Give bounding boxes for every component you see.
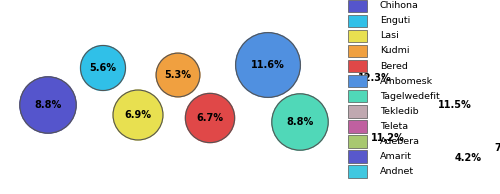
- Circle shape: [342, 45, 408, 111]
- Bar: [348, 15, 367, 27]
- Text: Tekledib: Tekledib: [380, 107, 418, 116]
- Circle shape: [482, 123, 500, 173]
- Text: 4.2%: 4.2%: [454, 153, 481, 163]
- Circle shape: [356, 106, 420, 170]
- Bar: [348, 30, 367, 42]
- Text: 11.2%: 11.2%: [371, 133, 405, 143]
- Circle shape: [156, 53, 200, 97]
- Text: Lasi: Lasi: [380, 31, 399, 40]
- Text: 5.6%: 5.6%: [90, 63, 117, 73]
- Bar: [348, 150, 367, 163]
- Bar: [348, 90, 367, 102]
- Circle shape: [236, 33, 300, 97]
- Text: Teleta: Teleta: [380, 122, 408, 131]
- Text: 5.3%: 5.3%: [164, 70, 192, 80]
- Text: Bered: Bered: [380, 61, 408, 71]
- Text: Andnet: Andnet: [380, 167, 414, 176]
- Circle shape: [272, 94, 328, 150]
- Bar: [348, 60, 367, 72]
- Text: Adebera: Adebera: [380, 137, 420, 146]
- Text: Chihona: Chihona: [380, 1, 419, 10]
- Text: Tagelwedefit: Tagelwedefit: [380, 92, 440, 101]
- Circle shape: [186, 93, 234, 143]
- Bar: [348, 105, 367, 118]
- Text: 8.8%: 8.8%: [34, 100, 62, 110]
- Text: Amarit: Amarit: [380, 152, 412, 161]
- Circle shape: [113, 90, 163, 140]
- Text: Kudmi: Kudmi: [380, 47, 410, 55]
- Text: 6.7%: 6.7%: [196, 113, 224, 123]
- Bar: [348, 45, 367, 57]
- Bar: [348, 165, 367, 178]
- Circle shape: [80, 46, 126, 90]
- Text: Enguti: Enguti: [380, 16, 410, 25]
- Text: 7.1%: 7.1%: [494, 143, 500, 153]
- Circle shape: [20, 77, 76, 133]
- Text: Ambomesk: Ambomesk: [380, 77, 433, 86]
- Text: 11.5%: 11.5%: [438, 100, 472, 110]
- Bar: [348, 120, 367, 133]
- Bar: [348, 135, 367, 148]
- Circle shape: [448, 139, 488, 178]
- Text: 6.9%: 6.9%: [124, 110, 152, 120]
- Text: 8.8%: 8.8%: [286, 117, 314, 127]
- Text: 12.3%: 12.3%: [358, 73, 392, 83]
- Bar: [348, 0, 367, 12]
- Bar: [348, 75, 367, 87]
- Text: 11.6%: 11.6%: [251, 60, 285, 70]
- Circle shape: [423, 73, 487, 137]
